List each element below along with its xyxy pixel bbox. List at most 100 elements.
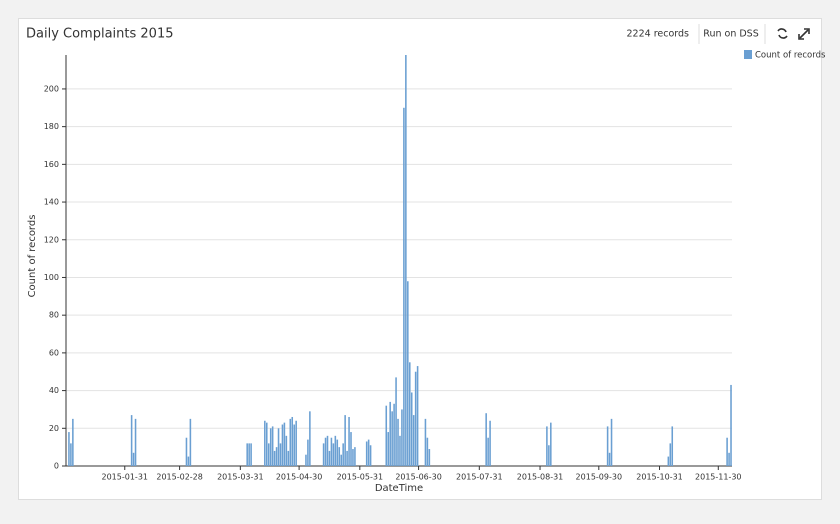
bar	[269, 428, 272, 466]
bar	[489, 420, 491, 466]
bar	[667, 456, 670, 466]
y-axis-title: Count of records	[27, 215, 38, 298]
x-tick-label: 2015-01-31	[102, 473, 149, 482]
bar	[550, 422, 552, 466]
bar	[324, 437, 327, 466]
bar	[389, 401, 391, 466]
bar	[277, 428, 280, 466]
bar	[132, 452, 135, 466]
bar	[342, 443, 344, 466]
bar	[393, 403, 395, 466]
bar	[350, 432, 352, 466]
y-tick-label: 140	[44, 198, 59, 207]
y-tick-label: 160	[44, 160, 59, 169]
y-tick-label: 180	[44, 122, 59, 131]
bar	[414, 371, 417, 466]
legend-label: Count of records	[755, 51, 826, 61]
bar	[610, 418, 613, 466]
legend-swatch	[744, 50, 752, 59]
bar	[285, 435, 288, 466]
bar	[248, 443, 250, 466]
bar	[330, 437, 333, 466]
bar	[410, 392, 413, 466]
bar	[287, 450, 290, 466]
bar	[281, 424, 284, 466]
bar	[328, 450, 331, 466]
y-tick-label: 200	[44, 84, 59, 93]
y-tick-label: 60	[49, 348, 59, 357]
bar	[428, 449, 431, 466]
x-tick-label: 2015-02-28	[156, 473, 203, 482]
expand-icon[interactable]	[798, 28, 810, 40]
card	[18, 18, 822, 500]
bar	[271, 426, 274, 466]
y-tick-label: 120	[44, 235, 59, 244]
bar	[289, 418, 292, 466]
bar	[369, 445, 372, 466]
bar	[412, 415, 415, 466]
bar	[291, 416, 294, 466]
refresh-icon[interactable]	[777, 28, 788, 39]
bar	[70, 443, 72, 466]
y-tick-label: 40	[49, 386, 59, 395]
bar	[426, 437, 429, 466]
bar	[408, 362, 411, 466]
bar	[671, 426, 674, 466]
bar	[546, 426, 548, 466]
chart-title: Daily Complaints 2015	[26, 27, 174, 42]
bar	[401, 409, 403, 466]
bar	[338, 447, 341, 466]
run-button[interactable]: Run on DSS	[703, 29, 758, 40]
bar	[266, 422, 268, 466]
bar	[348, 416, 350, 466]
bar	[405, 55, 407, 466]
bar	[397, 418, 399, 466]
bar	[416, 366, 419, 466]
x-tick-label: 2015-06-30	[395, 473, 442, 482]
x-tick-label: 2015-03-31	[217, 473, 264, 482]
x-tick-label: 2015-10-31	[636, 473, 683, 482]
bar	[608, 452, 611, 466]
bar	[283, 422, 286, 466]
bar	[485, 413, 487, 466]
bar	[424, 418, 427, 466]
bar	[387, 432, 390, 466]
bar	[332, 443, 335, 466]
bar	[322, 443, 325, 466]
x-tick-label: 2015-11-30	[695, 473, 742, 482]
bar	[336, 439, 339, 466]
bar	[730, 384, 732, 466]
bar	[189, 418, 192, 466]
bar	[606, 426, 609, 466]
bar	[307, 439, 309, 466]
x-axis-title: DateTime	[375, 483, 423, 494]
bar	[385, 405, 388, 466]
bar	[726, 437, 728, 466]
y-tick-label: 80	[49, 311, 59, 320]
bar	[407, 281, 409, 466]
bar	[548, 445, 550, 466]
bar	[267, 443, 270, 466]
bar	[134, 418, 137, 466]
bar	[130, 415, 133, 466]
y-tick-label: 20	[49, 424, 59, 433]
bar	[346, 450, 348, 466]
y-tick-label: 0	[54, 462, 59, 471]
bar	[391, 411, 393, 466]
bar	[273, 450, 276, 466]
bar	[279, 443, 282, 466]
x-tick-label: 2015-05-31	[337, 473, 384, 482]
bar	[403, 107, 405, 466]
bar	[293, 424, 295, 466]
bar	[399, 435, 401, 466]
bar	[487, 437, 489, 466]
x-tick-label: 2015-08-31	[517, 473, 564, 482]
bar	[395, 377, 397, 466]
bar	[344, 415, 346, 466]
bar	[246, 443, 248, 466]
bar	[669, 443, 672, 466]
x-tick-label: 2015-07-31	[456, 473, 503, 482]
bar	[72, 418, 74, 466]
